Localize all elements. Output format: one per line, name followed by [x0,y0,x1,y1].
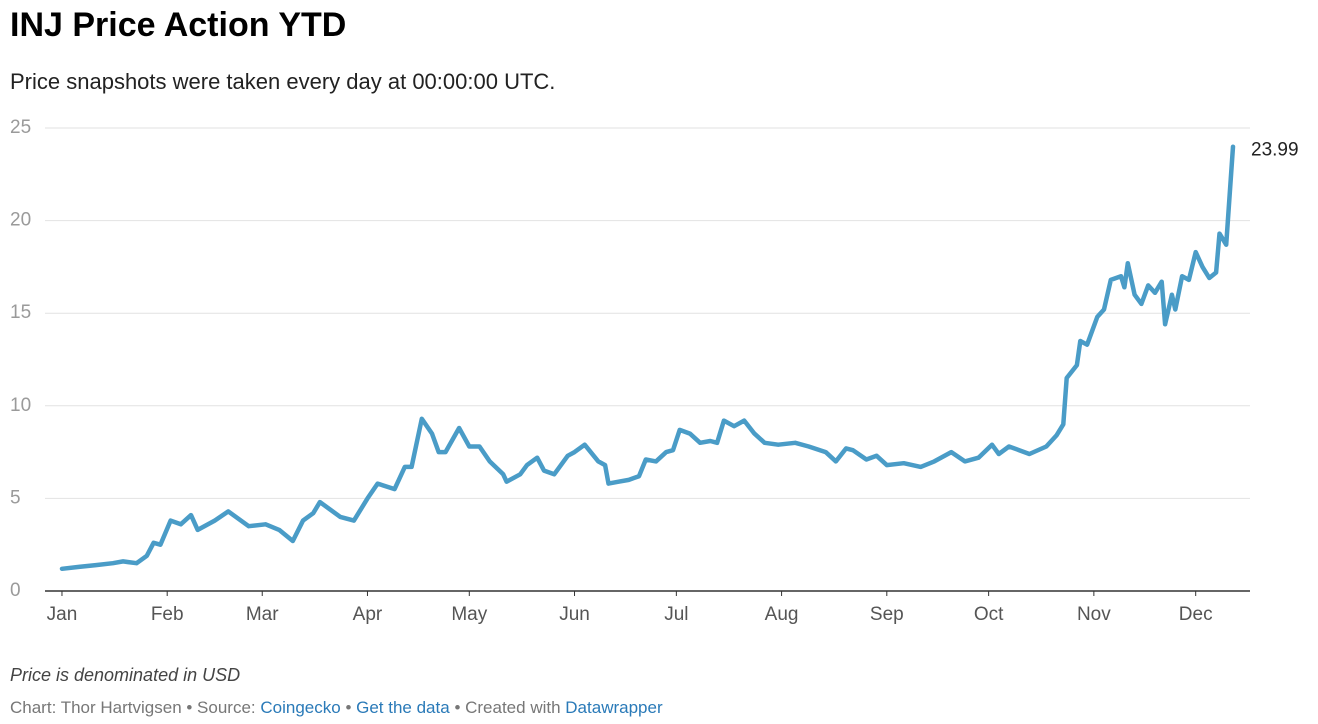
x-tick-label: Sep [870,604,904,625]
x-tick-label: Mar [246,604,279,625]
x-tick-label: Oct [974,604,1004,625]
get-data-link[interactable]: Get the data [356,698,450,717]
y-tick-label: 5 [10,487,21,508]
end-label: 23.99 [1251,140,1299,161]
datawrapper-link[interactable]: Datawrapper [565,698,663,717]
note: Price is denominated in USD [10,665,240,685]
x-tick-label: Feb [151,604,184,625]
y-tick-label: 0 [10,580,21,601]
y-tick-label: 10 [10,395,31,416]
price-line [59,144,1236,572]
separator: • [345,698,351,717]
y-tick-label: 15 [10,302,31,323]
chart-subtitle: Price snapshots were taken every day at … [10,69,555,94]
byline: Chart: Thor Hartvigsen • Source: [10,698,256,717]
created-with: • Created with [454,698,560,717]
source-link[interactable]: Coingecko [260,698,340,717]
x-tick-label: Jun [559,604,590,625]
x-tick-label: Nov [1077,604,1111,625]
x-tick-label: Dec [1179,604,1213,625]
x-tick-label: Apr [353,604,383,625]
x-tick-label: May [451,604,487,625]
y-tick-label: 25 [10,117,31,138]
x-tick-label: Jan [47,604,78,625]
x-tick-label: Jul [664,604,688,625]
chart-title: INJ Price Action YTD [10,6,346,44]
x-tick-label: Aug [765,604,799,625]
credit: Chart: Thor Hartvigsen • Source: Coingec… [10,698,663,717]
y-tick-label: 20 [10,210,31,231]
